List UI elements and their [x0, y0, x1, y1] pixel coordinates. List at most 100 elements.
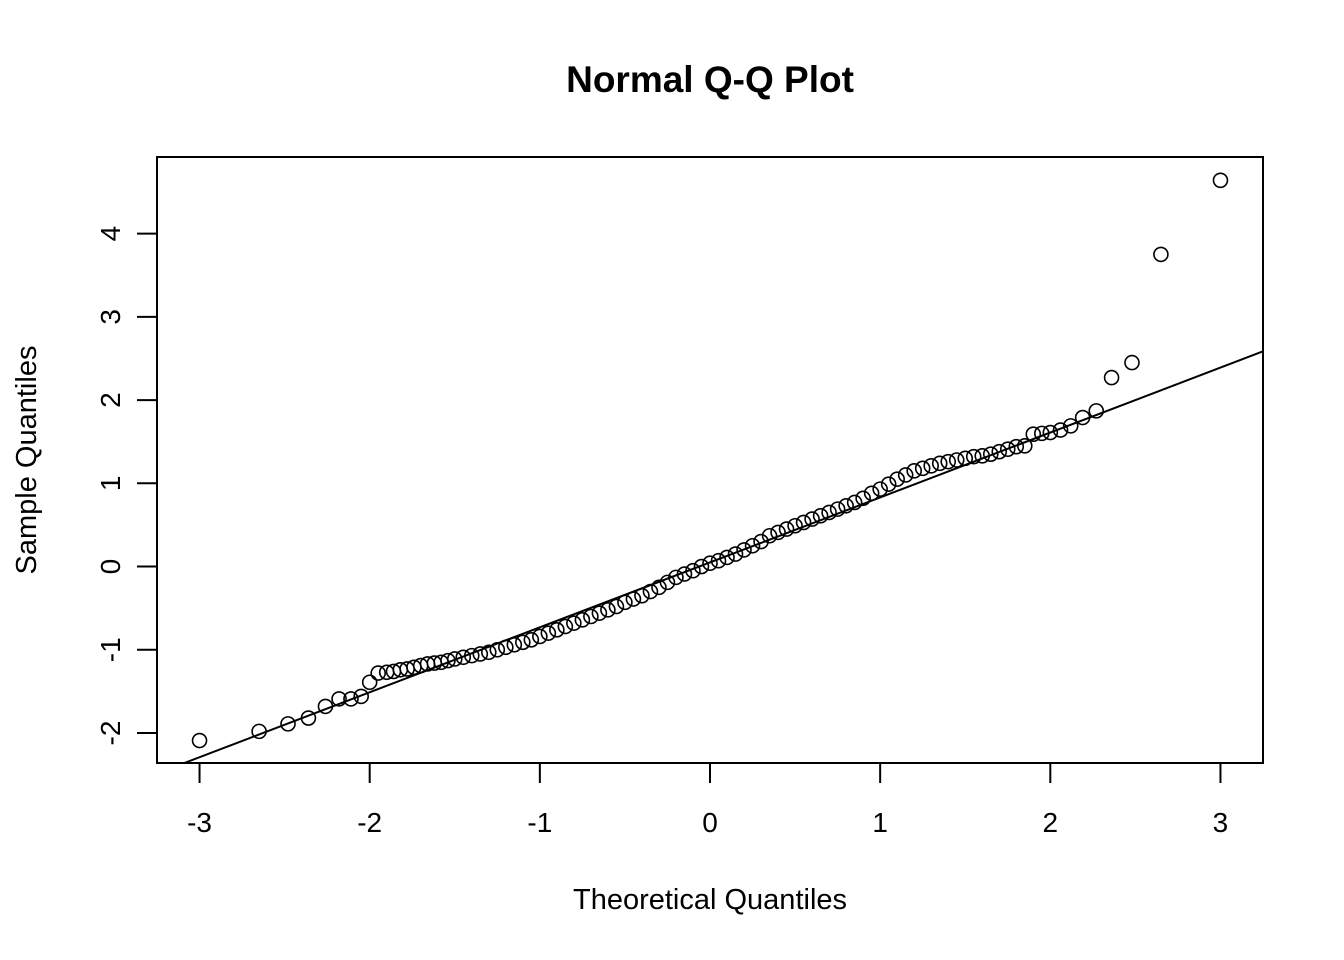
data-point	[463, 647, 480, 664]
data-point	[440, 652, 456, 669]
x-axis: -3 -2 -1 0 1 2 3	[187, 762, 1229, 838]
y-tick-label: 1	[95, 476, 126, 492]
x-axis-label: Theoretical Quantiles	[573, 884, 847, 916]
data-point	[693, 558, 710, 575]
data-point	[1124, 354, 1140, 371]
data-point	[625, 591, 642, 607]
y-tick-label: 3	[95, 309, 126, 325]
data-point	[778, 521, 795, 537]
y-tick-label: -1	[95, 637, 126, 662]
data-point	[676, 566, 693, 582]
x-tick-label: 0	[702, 807, 718, 838]
y-tick-label: 0	[95, 559, 126, 575]
data-point	[343, 691, 359, 707]
data-point	[317, 698, 334, 715]
data-point	[812, 507, 829, 524]
data-point	[897, 467, 914, 483]
data-point	[1212, 172, 1229, 189]
y-tick-label: -2	[95, 721, 126, 746]
data-point	[455, 649, 472, 666]
data-point	[489, 641, 506, 658]
data-point	[1074, 409, 1091, 426]
data-point	[914, 460, 931, 477]
data-point	[557, 618, 574, 635]
data-point	[999, 441, 1016, 457]
data-point	[566, 615, 582, 631]
data-point	[574, 612, 591, 628]
data-point	[931, 455, 948, 472]
data-point	[948, 452, 965, 468]
data-point	[744, 537, 761, 554]
data-point	[736, 542, 752, 558]
data-point	[880, 476, 897, 492]
data-point	[872, 481, 888, 497]
data-point	[974, 448, 991, 464]
data-point	[651, 579, 667, 596]
data-point	[923, 458, 940, 474]
data-point	[957, 450, 974, 467]
x-tick-label: 3	[1213, 807, 1229, 838]
data-point	[480, 644, 497, 661]
data-point	[1088, 403, 1105, 419]
data-point	[838, 497, 854, 514]
data-point	[1025, 426, 1042, 442]
points-group	[191, 172, 1229, 749]
data-point	[1062, 418, 1079, 434]
data-point	[668, 569, 684, 586]
data-point	[540, 625, 557, 641]
data-point	[829, 501, 846, 517]
data-point	[1052, 422, 1069, 438]
data-point	[331, 691, 347, 707]
data-point	[719, 549, 735, 566]
x-tick-label: -2	[357, 807, 382, 838]
data-point	[1042, 424, 1059, 441]
data-point	[498, 639, 514, 656]
data-point	[191, 732, 208, 749]
data-point	[642, 583, 659, 600]
data-point	[370, 665, 387, 681]
data-point	[991, 443, 1008, 460]
data-point	[821, 504, 837, 521]
data-point	[940, 453, 957, 470]
data-point	[727, 546, 744, 562]
data-point	[361, 674, 378, 691]
data-point	[472, 646, 489, 662]
data-point	[761, 527, 778, 544]
data-point	[710, 552, 727, 569]
data-point	[702, 555, 718, 572]
x-tick-label: 1	[872, 807, 888, 838]
data-point	[1153, 246, 1169, 263]
data-point	[515, 634, 531, 651]
data-point	[446, 651, 463, 667]
data-point	[532, 628, 548, 645]
data-point	[982, 446, 999, 462]
data-point	[600, 602, 616, 618]
data-point	[770, 524, 786, 541]
data-point	[634, 587, 650, 604]
data-point	[617, 594, 633, 611]
x-tick-label: 2	[1043, 807, 1059, 838]
data-point	[280, 716, 296, 732]
data-point	[523, 632, 540, 648]
x-tick-label: -1	[527, 807, 552, 838]
data-point	[753, 533, 769, 550]
data-point	[846, 494, 863, 511]
data-point	[1008, 438, 1025, 455]
data-point	[251, 723, 267, 740]
data-point	[804, 511, 820, 527]
data-point	[906, 463, 922, 479]
data-point	[1016, 438, 1033, 454]
data-point	[591, 605, 608, 621]
data-point	[549, 622, 565, 638]
data-point	[300, 710, 317, 726]
plot-frame	[156, 156, 1264, 764]
data-point	[353, 688, 369, 705]
data-point	[506, 636, 523, 653]
data-point	[965, 448, 982, 465]
data-point	[1034, 425, 1050, 442]
y-axis: -2 -1 0 1 2 3 4	[95, 226, 158, 746]
chart-title: Normal Q-Q Plot	[566, 59, 854, 100]
data-point	[608, 598, 625, 615]
data-point	[787, 517, 803, 534]
